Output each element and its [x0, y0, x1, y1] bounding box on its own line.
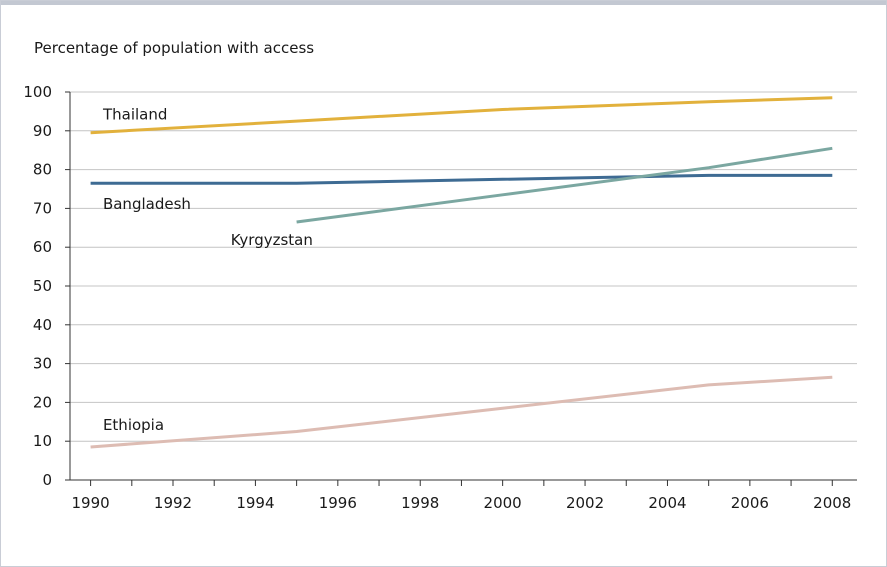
y-tick-label: 50	[33, 277, 52, 295]
y-tick-label: 30	[33, 355, 52, 373]
series-lines	[90, 96, 833, 449]
series-line-ethiopia	[90, 375, 833, 449]
y-tick-label: 80	[33, 161, 52, 179]
x-tick-label: 2006	[731, 494, 769, 512]
x-tick-label: 2002	[566, 494, 604, 512]
series-label-ethiopia: Ethiopia	[103, 416, 164, 434]
y-axis-label: Percentage of population with access	[34, 39, 314, 57]
y-tick-label: 100	[23, 83, 52, 101]
x-tick-label: 1998	[401, 494, 439, 512]
grid-lines	[70, 91, 857, 442]
y-tick-label: 10	[33, 432, 52, 450]
x-tick-label: 1992	[154, 494, 192, 512]
y-tick-label: 40	[33, 316, 52, 334]
x-tick-label: 2008	[813, 494, 851, 512]
y-tick-label: 20	[33, 393, 52, 411]
x-tick-label: 1990	[72, 494, 110, 512]
x-tick-label: 1994	[236, 494, 274, 512]
series-line-bangladesh	[90, 173, 833, 185]
series-label-bangladesh: Bangladesh	[103, 195, 191, 213]
x-tick-label: 2004	[648, 494, 686, 512]
y-tick-label: 70	[33, 199, 52, 217]
series-line-thailand	[90, 96, 833, 135]
y-tick-label: 60	[33, 238, 52, 256]
x-axis: 1990 1992 1994 1996 1998 2000 2002 2004 2006 2008	[70, 479, 857, 512]
x-tick-label: 1996	[319, 494, 357, 512]
series-label-thailand: Thailand	[102, 106, 167, 124]
y-tick-label: 0	[42, 471, 52, 489]
y-tick-label: 90	[33, 122, 52, 140]
series-line-kyrgyzstan	[296, 146, 833, 224]
x-tick-label: 2000	[484, 494, 522, 512]
y-axis: 0 10 20 30 40 50 60 70 80 90 100	[23, 83, 71, 489]
series-labels: Thailand Bangladesh Kyrgyzstan Ethiopia	[102, 106, 313, 434]
series-label-kyrgyzstan: Kyrgyzstan	[231, 231, 313, 249]
